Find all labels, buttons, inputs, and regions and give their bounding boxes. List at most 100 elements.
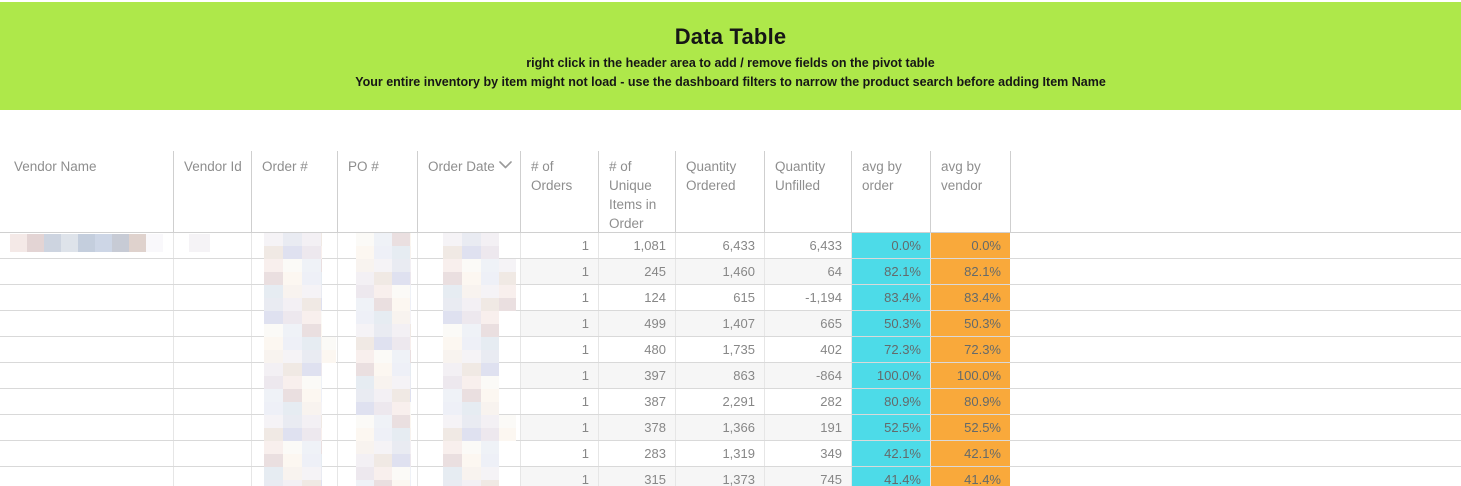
cell-qty-ordered[interactable]: 863 (675, 363, 764, 388)
cell-qty-unfilled[interactable]: 6,433 (764, 233, 851, 258)
cell-qty-unfilled[interactable]: -864 (764, 363, 851, 388)
cell-avg-by-vendor[interactable]: 42.1% (930, 441, 1010, 466)
cell-vendor-name[interactable] (0, 363, 173, 388)
cell-vendor-name[interactable] (0, 415, 173, 440)
cell-avg-by-order[interactable]: 50.3% (851, 311, 930, 336)
column-header-order-number[interactable]: Order # (251, 151, 337, 232)
cell-num-orders[interactable]: 1 (520, 285, 598, 310)
cell-num-orders[interactable]: 1 (520, 337, 598, 362)
cell-qty-unfilled[interactable]: 665 (764, 311, 851, 336)
cell-unique-items[interactable]: 124 (598, 285, 675, 310)
cell-unique-items[interactable]: 480 (598, 337, 675, 362)
cell-avg-by-vendor[interactable]: 41.4% (930, 467, 1010, 486)
cell-order-number-redacted[interactable] (251, 233, 337, 258)
cell-avg-by-order[interactable]: 42.1% (851, 441, 930, 466)
cell-avg-by-vendor[interactable]: 50.3% (930, 311, 1010, 336)
cell-vendor-name-redacted[interactable] (0, 233, 173, 258)
cell-avg-by-vendor[interactable]: 83.4% (930, 285, 1010, 310)
cell-order-number-redacted[interactable] (251, 259, 337, 284)
cell-qty-ordered[interactable]: 1,319 (675, 441, 764, 466)
column-header-vendor-id[interactable]: Vendor Id (173, 151, 251, 232)
cell-qty-ordered[interactable]: 1,373 (675, 467, 764, 486)
cell-po-number-redacted[interactable] (337, 337, 417, 362)
cell-vendor-name[interactable] (0, 259, 173, 284)
cell-num-orders[interactable]: 1 (520, 363, 598, 388)
cell-order-number-redacted[interactable] (251, 441, 337, 466)
cell-vendor-id[interactable] (173, 389, 251, 414)
cell-order-date-redacted[interactable] (417, 233, 520, 258)
column-header-qty-unfilled[interactable]: Quantity Unfilled (764, 151, 851, 232)
cell-avg-by-order[interactable]: 80.9% (851, 389, 930, 414)
cell-avg-by-vendor[interactable]: 52.5% (930, 415, 1010, 440)
cell-order-date-redacted[interactable] (417, 467, 520, 486)
cell-order-date-redacted[interactable] (417, 259, 520, 284)
column-header-vendor-name[interactable]: Vendor Name (14, 159, 97, 174)
cell-num-orders[interactable]: 1 (520, 259, 598, 284)
cell-vendor-name[interactable] (0, 311, 173, 336)
cell-avg-by-order[interactable]: 52.5% (851, 415, 930, 440)
cell-order-date-redacted[interactable] (417, 337, 520, 362)
column-header-order-date[interactable]: Order Date (417, 151, 520, 232)
cell-vendor-name[interactable] (0, 441, 173, 466)
cell-order-date-redacted[interactable] (417, 285, 520, 310)
cell-unique-items[interactable]: 245 (598, 259, 675, 284)
cell-avg-by-order[interactable]: 82.1% (851, 259, 930, 284)
cell-po-number-redacted[interactable] (337, 467, 417, 486)
cell-po-number-redacted[interactable] (337, 311, 417, 336)
cell-unique-items[interactable]: 378 (598, 415, 675, 440)
cell-qty-unfilled[interactable]: 191 (764, 415, 851, 440)
cell-po-number-redacted[interactable] (337, 285, 417, 310)
cell-num-orders[interactable]: 1 (520, 311, 598, 336)
cell-vendor-name[interactable] (0, 389, 173, 414)
column-header-po-number[interactable]: PO # (337, 151, 417, 232)
cell-qty-ordered[interactable]: 2,291 (675, 389, 764, 414)
cell-order-number-redacted[interactable] (251, 363, 337, 388)
cell-vendor-name[interactable] (0, 285, 173, 310)
cell-po-number-redacted[interactable] (337, 441, 417, 466)
column-header-unique-items[interactable]: # of Unique Items in Order (598, 151, 675, 232)
cell-po-number-redacted[interactable] (337, 363, 417, 388)
cell-order-number-redacted[interactable] (251, 285, 337, 310)
cell-num-orders[interactable]: 1 (520, 233, 598, 258)
cell-qty-ordered[interactable]: 1,407 (675, 311, 764, 336)
cell-qty-unfilled[interactable]: 349 (764, 441, 851, 466)
cell-unique-items[interactable]: 315 (598, 467, 675, 486)
cell-vendor-id[interactable] (173, 467, 251, 486)
cell-qty-ordered[interactable]: 615 (675, 285, 764, 310)
cell-avg-by-order[interactable]: 83.4% (851, 285, 930, 310)
cell-vendor-id[interactable] (173, 311, 251, 336)
cell-avg-by-vendor[interactable]: 100.0% (930, 363, 1010, 388)
cell-qty-unfilled[interactable]: -1,194 (764, 285, 851, 310)
cell-qty-ordered[interactable]: 1,366 (675, 415, 764, 440)
cell-vendor-id[interactable] (173, 285, 251, 310)
cell-unique-items[interactable]: 1,081 (598, 233, 675, 258)
cell-qty-unfilled[interactable]: 64 (764, 259, 851, 284)
cell-vendor-id[interactable] (173, 337, 251, 362)
cell-avg-by-order[interactable]: 41.4% (851, 467, 930, 486)
cell-order-number-redacted[interactable] (251, 389, 337, 414)
cell-num-orders[interactable]: 1 (520, 467, 598, 486)
cell-num-orders[interactable]: 1 (520, 415, 598, 440)
cell-vendor-id[interactable] (173, 363, 251, 388)
column-header-empty[interactable] (1010, 151, 1461, 232)
cell-qty-ordered[interactable]: 6,433 (675, 233, 764, 258)
cell-vendor-name[interactable] (0, 337, 173, 362)
cell-order-number-redacted[interactable] (251, 467, 337, 486)
cell-qty-unfilled[interactable]: 745 (764, 467, 851, 486)
cell-avg-by-order[interactable]: 72.3% (851, 337, 930, 362)
cell-avg-by-order[interactable]: 0.0% (851, 233, 930, 258)
column-header-num-orders[interactable]: # of Orders (520, 151, 598, 232)
cell-order-date-redacted[interactable] (417, 311, 520, 336)
cell-unique-items[interactable]: 397 (598, 363, 675, 388)
cell-num-orders[interactable]: 1 (520, 389, 598, 414)
cell-order-number-redacted[interactable] (251, 337, 337, 362)
cell-order-number-redacted[interactable] (251, 311, 337, 336)
cell-unique-items[interactable]: 283 (598, 441, 675, 466)
cell-num-orders[interactable]: 1 (520, 441, 598, 466)
cell-qty-ordered[interactable]: 1,460 (675, 259, 764, 284)
cell-avg-by-vendor[interactable]: 82.1% (930, 259, 1010, 284)
column-header-avg-by-vendor[interactable]: avg by vendor (930, 151, 1010, 232)
cell-vendor-id-redacted[interactable] (173, 233, 251, 258)
column-header-avg-by-order[interactable]: avg by order (851, 151, 930, 232)
cell-po-number-redacted[interactable] (337, 389, 417, 414)
